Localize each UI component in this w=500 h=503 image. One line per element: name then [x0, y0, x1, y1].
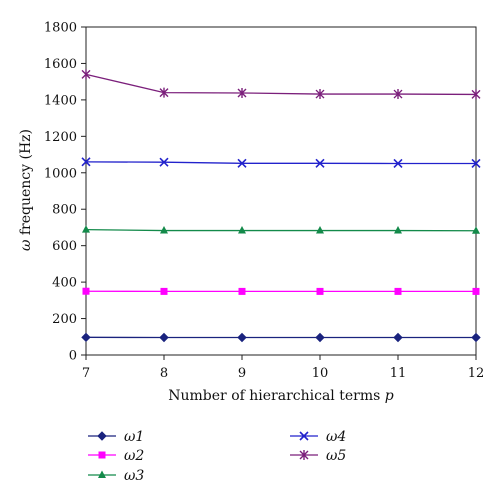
x-tick-label: 7 — [82, 366, 90, 381]
x-tick-label: 8 — [160, 366, 168, 381]
series-layer — [82, 69, 480, 341]
legend-marker-w2 — [99, 452, 106, 459]
x-tick-label: 11 — [390, 366, 407, 381]
y-tick-label: 0 — [69, 349, 77, 364]
data-point-w1 — [160, 334, 168, 342]
data-point-w2 — [161, 288, 168, 295]
y-tick-label: 1200 — [44, 130, 77, 145]
data-point-w2 — [239, 288, 246, 295]
data-point-w2 — [83, 288, 90, 295]
y-tick-label: 1400 — [44, 93, 77, 108]
series-w5 — [82, 69, 480, 99]
legend-label-w1: ω1 — [124, 429, 144, 445]
data-point-w3 — [160, 226, 168, 234]
y-tick-label: 400 — [52, 276, 77, 291]
x-axis-title: Number of hierarchical terms p — [168, 388, 393, 404]
x-axis-ticks: 7 8 9 10 11 12 — [82, 355, 484, 381]
x-tick-label: 12 — [468, 366, 485, 381]
data-point-w1 — [238, 334, 246, 342]
y-tick-label: 1800 — [44, 21, 77, 36]
data-point-w1 — [316, 334, 324, 342]
series-w2 — [83, 288, 480, 295]
legend: ω1 ω2 ω3 ω4 ω5 — [88, 429, 346, 484]
legend-item-w1: ω1 — [88, 429, 144, 445]
series-line-w3 — [86, 230, 476, 231]
y-tick-label: 800 — [52, 203, 77, 218]
data-point-w3 — [238, 226, 246, 234]
series-line-w4 — [86, 162, 476, 164]
legend-label-w4: ω4 — [326, 429, 346, 445]
y-tick-label: 600 — [52, 239, 77, 254]
series-w4 — [82, 158, 480, 168]
legend-label-w5: ω5 — [326, 448, 346, 464]
legend-label-w2: ω2 — [124, 448, 144, 464]
legend-marker-w1 — [98, 432, 106, 440]
y-axis-title: ω frequency (Hz) — [18, 129, 34, 251]
data-point-w2 — [395, 288, 402, 295]
legend-item-w3: ω3 — [88, 468, 144, 484]
series-w3 — [82, 225, 480, 234]
plot-area — [86, 27, 476, 355]
data-point-w1 — [82, 333, 90, 341]
data-point-w1 — [472, 334, 480, 342]
y-tick-label: 1600 — [44, 57, 77, 72]
data-point-w3 — [472, 226, 480, 234]
data-point-w3 — [316, 226, 324, 234]
plot-frame — [86, 27, 476, 355]
legend-item-w5: ω5 — [290, 448, 346, 464]
data-point-w2 — [473, 288, 480, 295]
data-point-w1 — [394, 334, 402, 342]
x-tick-label: 10 — [312, 366, 329, 381]
y-axis-ticks: 0 200 400 600 800 1000 1200 1400 1600 1800 — [44, 21, 86, 364]
series-line-w5 — [86, 74, 476, 94]
data-point-w2 — [317, 288, 324, 295]
data-point-w3 — [394, 226, 402, 234]
x-tick-label: 9 — [238, 366, 246, 381]
legend-item-w2: ω2 — [88, 448, 144, 464]
legend-marker-w3 — [98, 471, 106, 479]
y-tick-label: 1000 — [44, 166, 77, 181]
y-tick-label: 200 — [52, 312, 77, 327]
legend-item-w4: ω4 — [290, 429, 346, 445]
legend-label-w3: ω3 — [124, 468, 144, 484]
series-w1 — [82, 333, 480, 341]
data-point-w3 — [82, 225, 90, 233]
